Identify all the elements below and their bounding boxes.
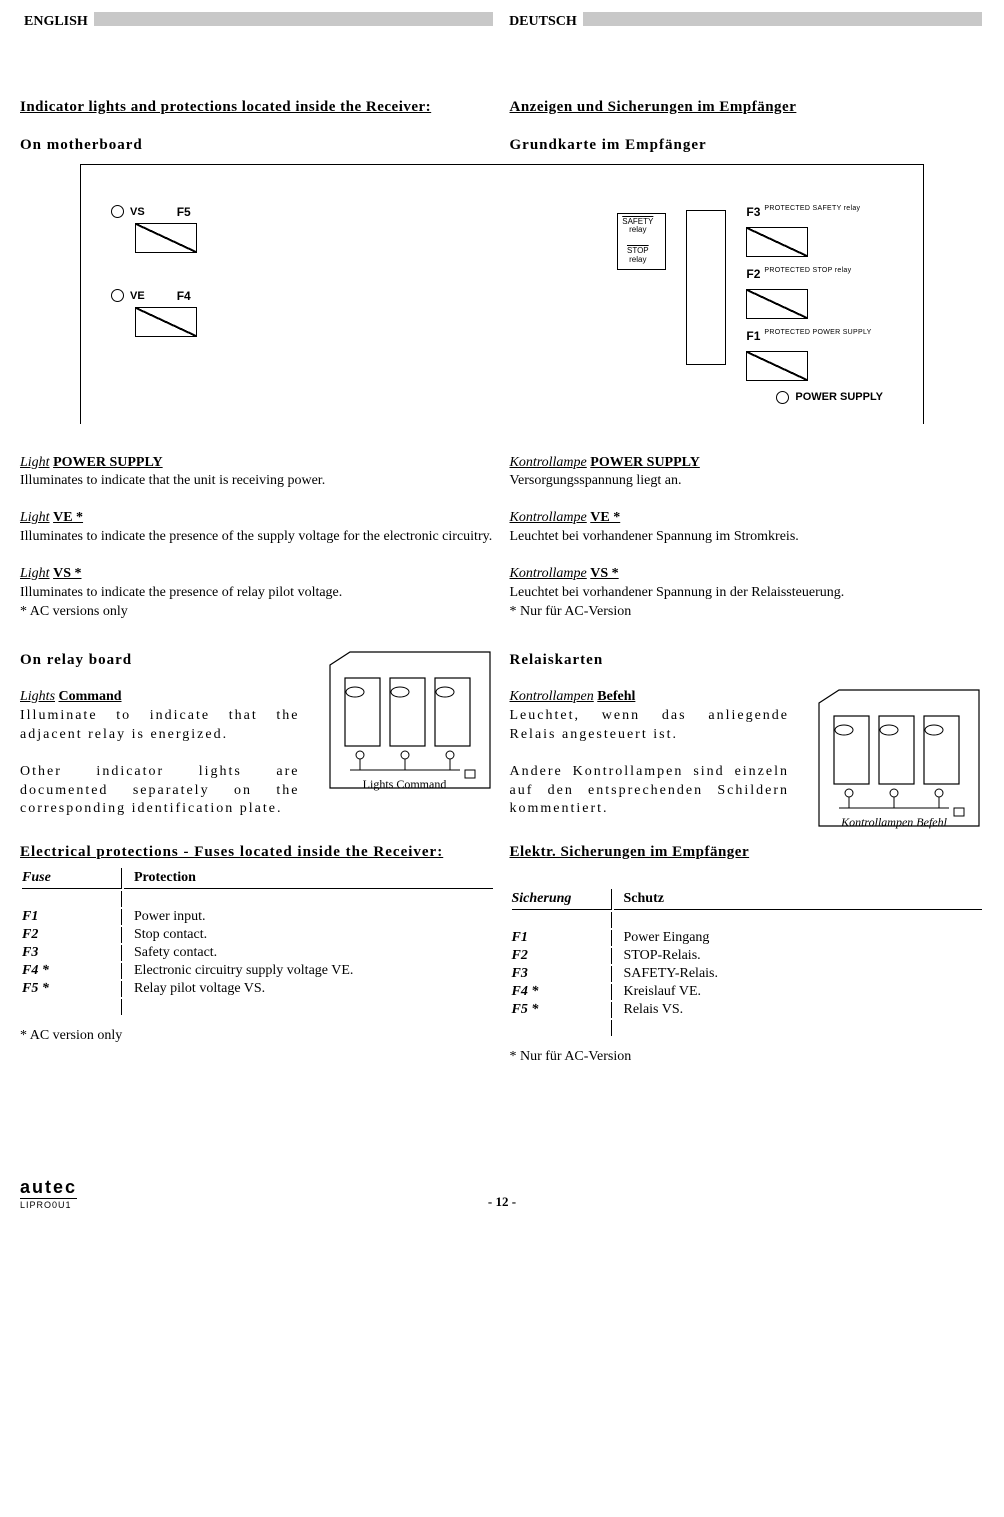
- vs-label: VS: [130, 206, 145, 218]
- de-k-power-h2: POWER SUPPLY: [590, 455, 700, 470]
- de-k-ve-h: Kontrollampe: [510, 510, 587, 525]
- en-light-ve-h2: VE *: [53, 510, 83, 525]
- ve-led-icon: [111, 289, 124, 302]
- de-elek-h: Elektr. Sicherungen im Empfänger: [510, 842, 985, 862]
- f2-label: F2: [746, 267, 760, 281]
- en-fuse-header-1: Fuse: [22, 868, 122, 889]
- relay-board-diagram-en: Lights Command: [315, 650, 495, 790]
- en-fuse-header-2: Protection: [124, 868, 493, 889]
- table-row: F2: [512, 948, 612, 964]
- de-fuse-table: SicherungSchutz F1Power Eingang F2STOP-R…: [510, 887, 985, 1038]
- f2-sublabel: PROTECTED STOP relay: [764, 267, 851, 274]
- brand-name: autec: [20, 1177, 77, 1198]
- f1-label: F1: [746, 329, 760, 343]
- de-k-vs-p: Leuchtet bei vorhandener Spannung in der…: [510, 585, 845, 600]
- power-supply-label: POWER SUPPLY: [795, 391, 883, 403]
- f3-label: F3: [746, 205, 760, 219]
- en-title: Indicator lights and protections located…: [20, 97, 495, 117]
- ve-label: VE: [130, 290, 145, 302]
- en-elec-prot-h: Electrical protections - Fuses located i…: [20, 842, 495, 862]
- de-k-vs-h2: VS *: [590, 566, 618, 581]
- de-k-power-p: Versorgungsspannung liegt an.: [510, 473, 682, 488]
- de-k-befehl-h1: Kontrollampen: [510, 689, 594, 704]
- de-ac-only: * Nur für AC-Version: [510, 604, 632, 619]
- table-row: F4 *: [512, 984, 612, 1000]
- en-other-lights-p: Other indicator lights are documented se…: [20, 763, 300, 820]
- f5-fuse-icon: [135, 223, 197, 253]
- footer: autec LIPRO0U1 - 12 -: [20, 1177, 984, 1210]
- doc-code: LIPRO0U1: [20, 1198, 77, 1210]
- de-relay-caption: Kontrollampen Befehl: [804, 815, 984, 830]
- page-number: - 12 -: [488, 1194, 516, 1210]
- table-row: F3: [22, 945, 122, 961]
- en-light-power-h: Light: [20, 455, 50, 470]
- en-light-vs-h: Light: [20, 566, 50, 581]
- de-k-ve-p: Leuchtet bei vorhandener Spannung im Str…: [510, 529, 799, 544]
- header-bar-left: [94, 12, 493, 26]
- en-lights-cmd-h1: Lights: [20, 689, 55, 704]
- table-row: F4 *: [22, 963, 122, 979]
- stop-relay-block: STOP relay: [622, 247, 653, 265]
- f1-fuse-icon: [746, 351, 808, 381]
- f3-sublabel: PROTECTED SAFETY relay: [764, 205, 860, 212]
- en-light-vs-p: Illuminates to indicate the presence of …: [20, 585, 342, 600]
- en-lights-cmd-p: Illuminate to indicate that the adjacent…: [20, 708, 300, 742]
- f3-fuse-icon: [746, 227, 808, 257]
- f2-fuse-icon: [746, 289, 808, 319]
- de-fuse-header-1: Sicherung: [512, 889, 612, 910]
- f4-fuse-icon: [135, 307, 197, 337]
- de-ac-only-2: * Nur für AC-Version: [510, 1048, 985, 1067]
- vs-led-icon: [111, 205, 124, 218]
- relay-board-diagram-de: Kontrollampen Befehl: [804, 688, 984, 828]
- en-fuse-table: FuseProtection F1Power input. F2Stop con…: [20, 866, 495, 1017]
- de-k-vs-h: Kontrollampe: [510, 566, 587, 581]
- motherboard-diagram: VS F5 VE F4 SAFETY relay STOP r: [80, 164, 924, 424]
- en-lights-cmd-h2: Command: [59, 689, 122, 704]
- table-row: F2: [22, 927, 122, 943]
- en-light-power-h2: POWER SUPPLY: [53, 455, 163, 470]
- en-light-power-p: Illuminates to indicate that the unit is…: [20, 473, 325, 488]
- en-ac-only-2: * AC version only: [20, 1027, 495, 1046]
- table-row: F3: [512, 966, 612, 982]
- en-light-ve-p: Illuminates to indicate the presence of …: [20, 529, 492, 544]
- brand-logo: autec LIPRO0U1: [20, 1177, 77, 1210]
- en-relay-board: On relay board: [20, 650, 300, 670]
- table-row: F1: [512, 930, 612, 946]
- en-light-ve-h: Light: [20, 510, 50, 525]
- de-grundkarte: Grundkarte im Empfänger: [510, 135, 985, 155]
- f4-label: F4: [177, 289, 191, 303]
- connector-block: [686, 210, 726, 365]
- language-header: ENGLISH DEUTSCH: [20, 12, 984, 32]
- de-k-ve-h2: VE *: [590, 510, 620, 525]
- header-bar-right: [583, 12, 982, 26]
- power-supply-led-icon: [776, 391, 789, 404]
- en-light-vs-h2: VS *: [53, 566, 81, 581]
- safety-relay-block: SAFETY relay: [622, 218, 653, 236]
- de-title: Anzeigen und Sicherungen im Empfänger: [510, 97, 985, 117]
- en-ac-only: * AC versions only: [20, 604, 128, 619]
- table-row: F5 *: [22, 981, 122, 997]
- en-motherboard: On motherboard: [20, 135, 495, 155]
- de-k-befehl-p: Leuchtet, wenn das anliegende Relais ang…: [510, 708, 790, 742]
- de-fuse-header-2: Schutz: [614, 889, 983, 910]
- f1-sublabel: PROTECTED POWER SUPPLY: [764, 329, 871, 336]
- table-row: F1: [22, 909, 122, 925]
- de-andere-p: Andere Kontrollampen sind einzeln auf de…: [510, 763, 790, 820]
- table-row: F5 *: [512, 1002, 612, 1018]
- deutsch-label: DEUTSCH: [505, 12, 581, 32]
- english-label: ENGLISH: [20, 12, 92, 32]
- de-relaiskarten: Relaiskarten: [510, 650, 985, 670]
- de-k-befehl-h2: Befehl: [597, 689, 635, 704]
- f5-label: F5: [177, 205, 191, 219]
- en-relay-caption: Lights Command: [315, 777, 495, 792]
- de-k-power-h: Kontrollampe: [510, 455, 587, 470]
